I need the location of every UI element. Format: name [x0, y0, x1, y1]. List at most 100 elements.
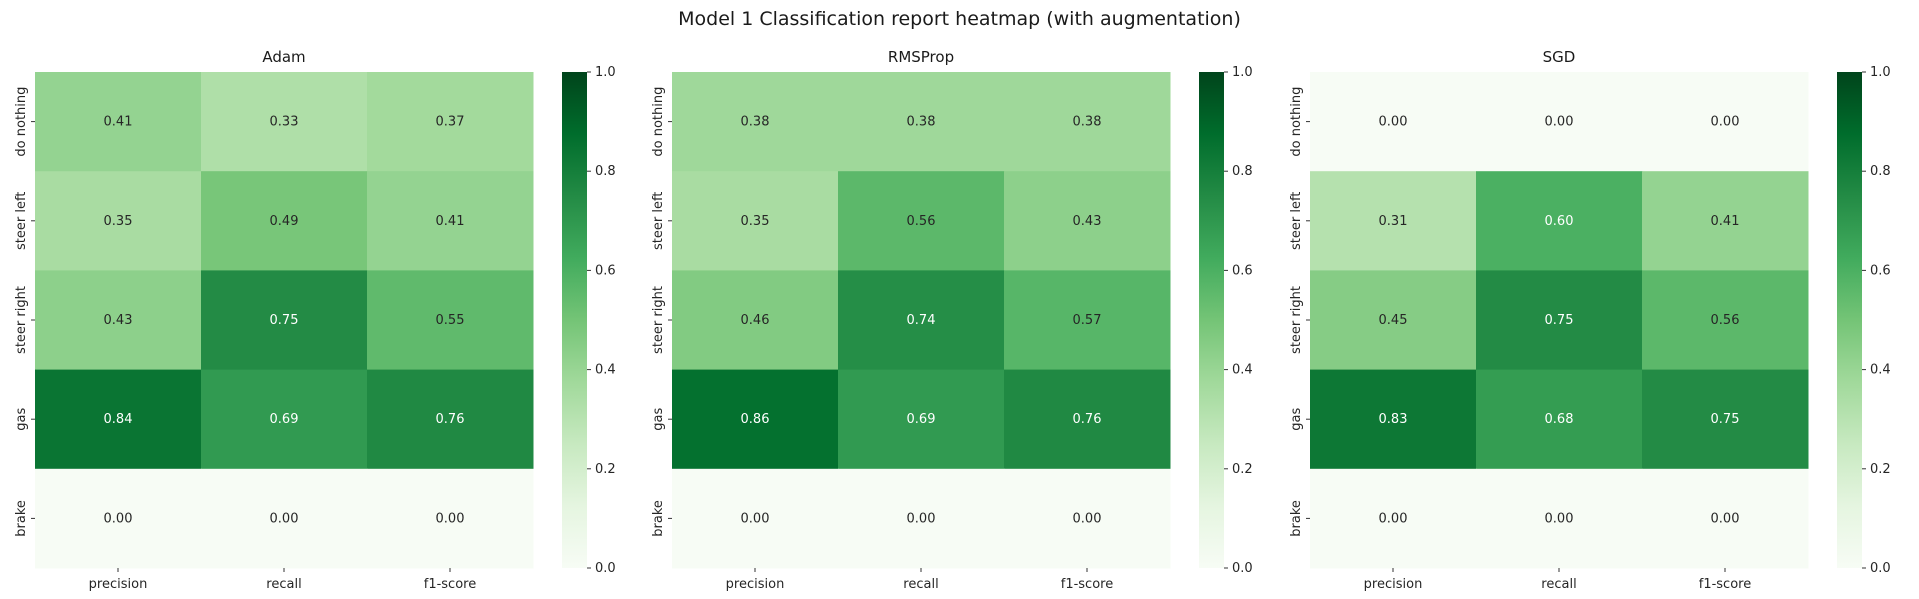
- heatmap-cell: [35, 270, 202, 371]
- y-tick-label: gas: [1289, 407, 1304, 430]
- heatmap-cell: [838, 171, 1005, 271]
- y-tick-label: steer right: [651, 286, 666, 354]
- heatmap-cell: [1004, 72, 1171, 172]
- heatmap-cell: [1642, 468, 1809, 569]
- x-tick-label: precision: [89, 577, 148, 592]
- colorbar-tick-label: 0.8: [595, 164, 616, 179]
- heatmap-cell: [838, 72, 1005, 172]
- figure-title: Model 1 Classification report heatmap (w…: [678, 8, 1241, 30]
- colorbar: [562, 72, 587, 568]
- y-tick-label: do nothing: [651, 87, 666, 157]
- heatmap-cell: [1310, 171, 1477, 271]
- heatmap-cell: [1642, 270, 1809, 371]
- heatmap-cell: [1004, 270, 1171, 371]
- cell-value-label: 0.56: [907, 214, 936, 229]
- cell-value-label: 0.00: [1545, 511, 1574, 526]
- x-tick-label: f1-score: [424, 577, 476, 592]
- cell-value-label: 0.31: [1379, 214, 1408, 229]
- colorbar: [1199, 72, 1224, 568]
- colorbar-tick-label: 0.2: [1870, 462, 1891, 477]
- cell-value-label: 0.00: [270, 511, 299, 526]
- heatmap-cell: [672, 369, 839, 470]
- colorbar-tick-label: 0.6: [1232, 263, 1253, 278]
- cell-value-label: 0.74: [907, 313, 936, 328]
- cell-value-label: 0.69: [270, 412, 299, 427]
- y-tick-label: gas: [14, 407, 29, 430]
- colorbar-tick-label: 0.6: [595, 263, 616, 278]
- heatmap-cell: [201, 468, 368, 569]
- colorbar-tick-label: 0.6: [1870, 263, 1891, 278]
- colorbar-tick-label: 0.0: [1232, 561, 1253, 576]
- heatmap-cell: [201, 270, 368, 371]
- heatmap-cell: [35, 468, 202, 569]
- colorbar-tick-label: 1.0: [595, 65, 616, 80]
- y-tick-label: do nothing: [14, 87, 29, 157]
- heatmap-cell: [367, 171, 534, 271]
- heatmap-cell: [672, 468, 839, 569]
- heatmap-cell: [367, 270, 534, 371]
- heatmap-cell: [367, 72, 534, 172]
- colorbar-tick-label: 0.0: [595, 561, 616, 576]
- cell-value-label: 0.83: [1379, 412, 1408, 427]
- cell-value-label: 0.45: [1379, 313, 1408, 328]
- heatmap-cell: [838, 369, 1005, 470]
- heatmap-cell: [1310, 270, 1477, 371]
- y-tick-label: brake: [14, 500, 29, 537]
- colorbar-tick-label: 0.4: [1232, 363, 1253, 378]
- x-tick-label: recall: [903, 577, 938, 592]
- heatmap-cell: [35, 171, 202, 271]
- colorbar-tick-label: 1.0: [1232, 65, 1253, 80]
- heatmap-cell: [201, 171, 368, 271]
- cell-value-label: 0.60: [1545, 214, 1574, 229]
- cell-value-label: 0.86: [741, 412, 770, 427]
- cell-value-label: 0.41: [1711, 214, 1740, 229]
- cell-value-label: 0.00: [1711, 115, 1740, 130]
- heatmap-cell: [201, 72, 368, 172]
- x-tick-label: recall: [266, 577, 301, 592]
- panel-title: SGD: [1543, 48, 1576, 66]
- heatmap-cell: [1310, 468, 1477, 569]
- cell-value-label: 0.56: [1711, 313, 1740, 328]
- cell-value-label: 0.41: [104, 115, 133, 130]
- heatmap-cell: [1004, 171, 1171, 271]
- y-tick-label: brake: [1289, 500, 1304, 537]
- cell-value-label: 0.38: [1073, 115, 1102, 130]
- y-tick-label: steer right: [14, 286, 29, 354]
- y-tick-label: steer right: [1289, 286, 1304, 354]
- y-tick-label: steer left: [651, 192, 666, 250]
- colorbar: [1837, 72, 1862, 568]
- y-tick-label: steer left: [1289, 192, 1304, 250]
- cell-value-label: 0.76: [436, 412, 465, 427]
- cell-value-label: 0.38: [907, 115, 936, 130]
- cell-value-label: 0.43: [104, 313, 133, 328]
- heatmap-cell: [1642, 369, 1809, 470]
- cell-value-label: 0.00: [436, 511, 465, 526]
- cell-value-label: 0.35: [741, 214, 770, 229]
- heatmap-cell: [838, 270, 1005, 371]
- heatmap-cell: [1476, 369, 1643, 470]
- cell-value-label: 0.75: [1711, 412, 1740, 427]
- cell-value-label: 0.55: [436, 313, 465, 328]
- colorbar-tick-label: 0.2: [595, 462, 616, 477]
- heatmap-cell: [1642, 171, 1809, 271]
- heatmap-cell: [201, 369, 368, 470]
- cell-value-label: 0.57: [1073, 313, 1102, 328]
- cell-value-label: 0.76: [1073, 412, 1102, 427]
- colorbar-tick-label: 0.4: [595, 363, 616, 378]
- cell-value-label: 0.00: [1379, 115, 1408, 130]
- heatmap-cell: [35, 369, 202, 470]
- heatmap-cell: [1310, 72, 1477, 172]
- heatmap-cell: [1004, 369, 1171, 470]
- heatmap-panel-sgd: SGD 0.00 0.00 0.00 0.31 0.60 0.41 0.45 0.75 0.56 0…: [1289, 48, 1891, 592]
- panel-title: RMSProp: [888, 48, 954, 66]
- cell-value-label: 0.00: [1073, 511, 1102, 526]
- colorbar-tick-label: 0.0: [1870, 561, 1891, 576]
- y-tick-label: gas: [651, 407, 666, 430]
- cell-value-label: 0.00: [907, 511, 936, 526]
- heatmap-panel-adam: Adam 0.41 0.33 0.37 0.35 0.49 0.41 0.43 0.75 0.55…: [14, 48, 616, 592]
- cell-value-label: 0.33: [270, 115, 299, 130]
- x-tick-label: precision: [1364, 577, 1423, 592]
- cell-value-label: 0.00: [1711, 511, 1740, 526]
- heatmap-cell: [1476, 270, 1643, 371]
- cell-value-label: 0.75: [270, 313, 299, 328]
